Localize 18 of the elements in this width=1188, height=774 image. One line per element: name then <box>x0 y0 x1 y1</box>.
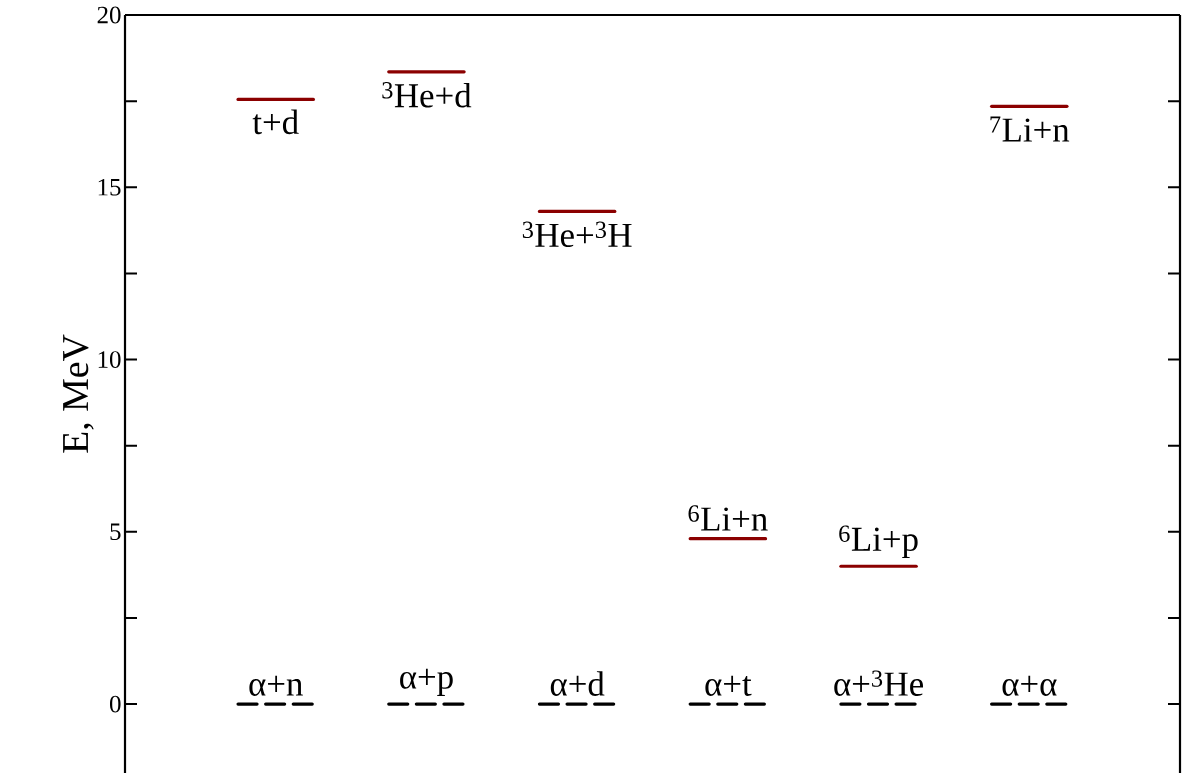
series-label: $^{3}$He+d <box>382 82 472 108</box>
series-label: $^{6}$Li+n <box>688 505 768 531</box>
y-tick-label: 10 <box>98 351 121 368</box>
y-tick-label: 15 <box>98 178 121 196</box>
y-axis-title: E, MeV <box>63 334 94 453</box>
series-label: α+t <box>705 675 752 696</box>
series-label: $^{6}$Li+p <box>839 525 918 559</box>
y-tick-label: 5 <box>110 523 121 541</box>
series-label: α+n <box>249 675 303 696</box>
series-label: α+$^{3}$He <box>834 670 924 696</box>
series-label: $^{3}$He+$^{3}$H <box>522 221 632 248</box>
series-label: α+d <box>550 671 605 696</box>
series-label: α+p <box>400 668 453 696</box>
y-tick-label: 20 <box>97 6 121 24</box>
series-label: α+α <box>1002 675 1057 696</box>
series-label: $^{7}$Li+n <box>990 116 1070 142</box>
y-tick-label: 0 <box>109 695 121 713</box>
series-label: t+d <box>252 109 299 135</box>
